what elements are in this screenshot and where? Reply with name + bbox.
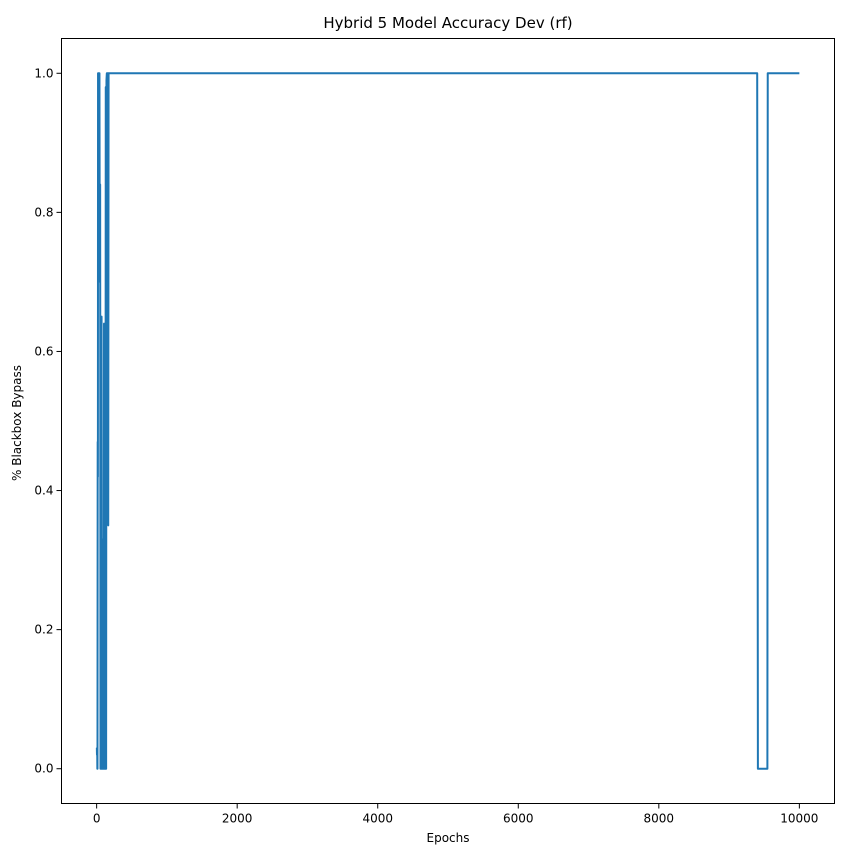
x-tick-label: 10000 [780, 812, 818, 826]
y-tick-label: 0.6 [34, 344, 53, 358]
y-tick-label: 1.0 [34, 66, 53, 80]
y-axis-label: % Blackbox Bypass [10, 365, 24, 481]
x-tick-label: 6000 [503, 812, 534, 826]
y-tick-label: 0.0 [34, 762, 53, 776]
x-axis-label: Epochs [427, 831, 470, 845]
chart-title: Hybrid 5 Model Accuracy Dev (rf) [323, 14, 572, 32]
y-tick-label: 0.8 [34, 205, 53, 219]
axes-frame [61, 38, 835, 804]
series-line-0 [95, 72, 800, 770]
y-axis: 0.0 0.2 0.4 0.6 0.8 1.0 [34, 66, 62, 776]
x-tick-label: 4000 [362, 812, 393, 826]
x-axis: 0 2000 4000 6000 8000 10000 [93, 803, 818, 826]
x-tick-label: 8000 [644, 812, 675, 826]
y-tick-label: 0.2 [34, 623, 53, 637]
x-tick-label: 0 [93, 812, 101, 826]
plot-area [95, 72, 800, 770]
x-tick-label: 2000 [222, 812, 253, 826]
y-tick-label: 0.4 [34, 484, 53, 498]
